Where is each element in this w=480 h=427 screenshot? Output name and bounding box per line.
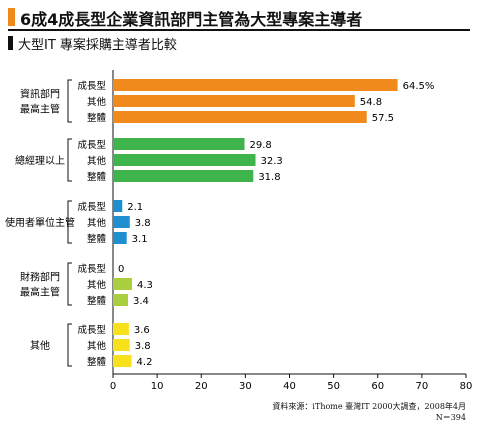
bar-category-label: 整體 [87, 112, 107, 124]
bar-value-label: 3.8 [135, 341, 151, 352]
bar-value-label: 4.2 [137, 357, 153, 368]
bar [113, 232, 127, 244]
bar-value-label: 31.8 [258, 172, 280, 183]
bar-value-label: 4.3 [137, 280, 153, 291]
bar-value-label: 32.3 [261, 156, 283, 167]
group-label: 使用者單位主管 [5, 216, 75, 229]
title-accent-mark [8, 8, 15, 26]
bar [113, 323, 129, 335]
bar-category-label: 其他 [87, 96, 107, 108]
bar [113, 170, 254, 182]
bar [113, 111, 367, 123]
group-label: 財務部門 [20, 271, 60, 284]
source-line: 資料來源：iThome 臺灣IT 2000大調查，2008年4月 [272, 402, 466, 411]
bar [113, 200, 123, 212]
bar-category-label: 整體 [87, 295, 107, 307]
group-label: 其他 [30, 339, 50, 352]
x-tick-label: 80 [460, 381, 473, 392]
bar [113, 79, 398, 91]
group-bracket [67, 79, 72, 123]
bar-category-label: 整體 [87, 356, 107, 368]
bar [113, 339, 130, 351]
x-tick-label: 60 [371, 381, 384, 392]
bar-value-label: 57.5 [372, 113, 394, 124]
group-label: 最高主管 [20, 103, 60, 116]
title-underline [8, 29, 470, 31]
x-tick-label: 50 [327, 381, 340, 392]
bar-category-label: 整體 [87, 171, 107, 183]
bar [113, 95, 355, 107]
bar [113, 355, 132, 367]
bar-category-label: 其他 [87, 217, 107, 229]
bar-value-label: 2.1 [127, 202, 143, 213]
bar-category-label: 其他 [87, 340, 107, 352]
x-tick-label: 10 [151, 381, 164, 392]
bar [113, 278, 132, 290]
bar-value-label: 3.6 [134, 325, 150, 336]
bar [113, 154, 256, 166]
bar [113, 294, 129, 306]
bar-value-label: 3.8 [135, 218, 151, 229]
bar-category-label: 其他 [87, 279, 107, 291]
bar-category-label: 其他 [87, 155, 107, 167]
x-tick-label: 0 [110, 381, 116, 392]
bar-value-label: 54.8 [360, 97, 382, 108]
bar-value-label: 0 [118, 264, 124, 275]
subtitle-accent-mark [8, 36, 13, 50]
bar-value-label: 64.5% [403, 81, 435, 92]
bar-category-label: 成長型 [77, 80, 106, 92]
x-tick-label: 20 [195, 381, 208, 392]
source-note: 資料來源：iThome 臺灣IT 2000大調查，2008年4月 N＝394 [272, 401, 466, 423]
group-label: 總經理以上 [15, 154, 65, 167]
x-tick-label: 70 [416, 381, 429, 392]
bar-value-label: 3.1 [132, 234, 148, 245]
group-bracket [67, 323, 72, 367]
x-tick-label: 30 [239, 381, 252, 392]
bar-category-label: 成長型 [77, 324, 106, 336]
page-title-bar: 6成4成長型企業資訊部門主管為大型專案主導者 [8, 6, 470, 32]
bar-category-label: 整體 [87, 233, 107, 245]
chart-subtitle: 大型IT 專案採購主導者比較 [18, 38, 177, 53]
group-bracket [67, 200, 72, 244]
page-title: 6成4成長型企業資訊部門主管為大型專案主導者 [20, 10, 363, 29]
group-bracket [67, 138, 72, 182]
bar [113, 138, 245, 150]
bar-category-label: 成長型 [77, 263, 106, 275]
group-label: 資訊部門 [20, 88, 60, 101]
x-tick-label: 40 [283, 381, 296, 392]
sample-size: N＝394 [435, 413, 466, 422]
bar-category-label: 成長型 [77, 201, 106, 213]
bar-value-label: 29.8 [249, 140, 271, 151]
bar-value-label: 3.4 [133, 296, 149, 307]
group-label: 最高主管 [20, 286, 60, 299]
group-bracket [67, 262, 72, 306]
bar [113, 216, 130, 228]
bar-category-label: 成長型 [77, 139, 106, 151]
